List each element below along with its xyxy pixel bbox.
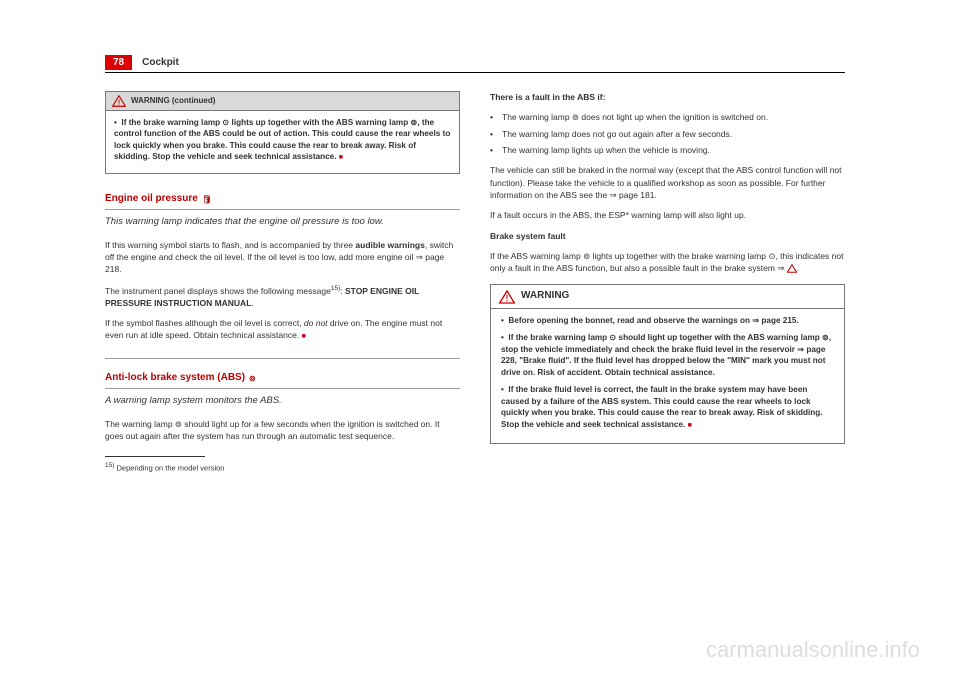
fault-lead: There is a fault in the ABS if: [490, 91, 845, 103]
page-number-badge: 78 [105, 55, 132, 70]
warning-triangle-icon: ! [112, 95, 126, 107]
warning-box-title: ! WARNING [491, 285, 844, 309]
warning-triangle-icon [787, 264, 797, 273]
warning-continued-text: If the brake warning lamp ⊙ lights up to… [114, 118, 450, 161]
p2a: The instrument panel displays shows the … [105, 285, 331, 295]
heading-engine-oil-text: Engine oil pressure [105, 192, 198, 207]
right-para-2: If a fault occurs in the ABS, the ESP* w… [490, 209, 845, 221]
warning-label: WARNING [521, 289, 569, 304]
p3a: If the symbol flashes although the oil l… [105, 318, 304, 328]
footnote: 15) Depending on the model version [105, 461, 460, 474]
warn-p1: Before opening the bonnet, read and obse… [508, 316, 798, 325]
page-header: 78 Cockpit [105, 55, 845, 73]
abs-para: The warning lamp ⊚ should light up for a… [105, 418, 460, 443]
heading-engine-oil: Engine oil pressure 🛢 [105, 192, 460, 210]
engine-oil-para-3: If the symbol flashes although the oil l… [105, 317, 460, 342]
p2d: . [251, 298, 253, 308]
abs-icon: ⊚ [249, 373, 256, 385]
warn-p3: If the brake fluid level is correct, the… [501, 385, 823, 428]
warning-continued-label: WARNING (continued) [131, 95, 215, 107]
right-para-1: The vehicle can still be braked in the n… [490, 164, 845, 201]
warning-continued-box: ! WARNING (continued) • If the brake war… [105, 91, 460, 174]
footnote-rule [105, 456, 205, 457]
svg-text:!: ! [506, 294, 509, 303]
warning-triangle-icon: ! [499, 290, 515, 304]
p3b: do not [304, 318, 328, 328]
p2sup: 15) [331, 285, 340, 292]
heading-abs: Anti-lock brake system (ABS) ⊚ [105, 371, 460, 389]
engine-oil-para-2: The instrument panel displays shows the … [105, 284, 460, 309]
section-title: Cockpit [142, 57, 179, 68]
right-column: There is a fault in the ABS if: The warn… [490, 91, 845, 475]
end-marker-icon: ■ [302, 333, 306, 340]
warn-p2: If the brake warning lamp ⊙ should light… [501, 333, 831, 376]
divider [105, 358, 460, 359]
fault-lead-text: There is a fault in the ABS if: [490, 92, 605, 102]
columns: ! WARNING (continued) • If the brake war… [105, 91, 845, 475]
bsf-text: Brake system fault [490, 231, 566, 241]
engine-oil-subtitle: This warning lamp indicates that the eng… [105, 216, 460, 229]
svg-text:!: ! [118, 100, 120, 107]
warning-box: ! WARNING • Before opening the bonnet, r… [490, 284, 845, 443]
right-para-3: If the ABS warning lamp ⊚ lights up toge… [490, 250, 845, 275]
oil-can-icon: 🛢 [202, 194, 212, 206]
warning-continued-body: • If the brake warning lamp ⊙ lights up … [106, 111, 459, 173]
watermark: carmanualsonline.info [706, 637, 920, 663]
heading-abs-text: Anti-lock brake system (ABS) [105, 371, 245, 386]
page-content: 78 Cockpit ! WARNING (continued) • If th… [105, 55, 845, 475]
foot-mark: 15) [105, 462, 114, 469]
foot-text: Depending on the model version [114, 464, 224, 473]
brake-system-fault-heading: Brake system fault [490, 230, 845, 242]
engine-oil-para-1: If this warning symbol starts to flash, … [105, 239, 460, 276]
fault-item-1: The warning lamp ⊚ does not light up whe… [490, 111, 845, 123]
p1b: audible warnings [355, 240, 424, 250]
abs-subtitle: A warning lamp system monitors the ABS. [105, 395, 460, 408]
warning-box-body: • Before opening the bonnet, read and ob… [491, 309, 844, 443]
end-marker-icon: ■ [688, 422, 692, 429]
left-column: ! WARNING (continued) • If the brake war… [105, 91, 460, 475]
end-marker-icon: ■ [339, 154, 343, 161]
fault-item-3: The warning lamp lights up when the vehi… [490, 144, 845, 156]
fault-list: The warning lamp ⊚ does not light up whe… [490, 111, 845, 156]
p1a: If this warning symbol starts to flash, … [105, 240, 355, 250]
warning-continued-title: ! WARNING (continued) [106, 92, 459, 111]
fault-item-2: The warning lamp does not go out again a… [490, 128, 845, 140]
